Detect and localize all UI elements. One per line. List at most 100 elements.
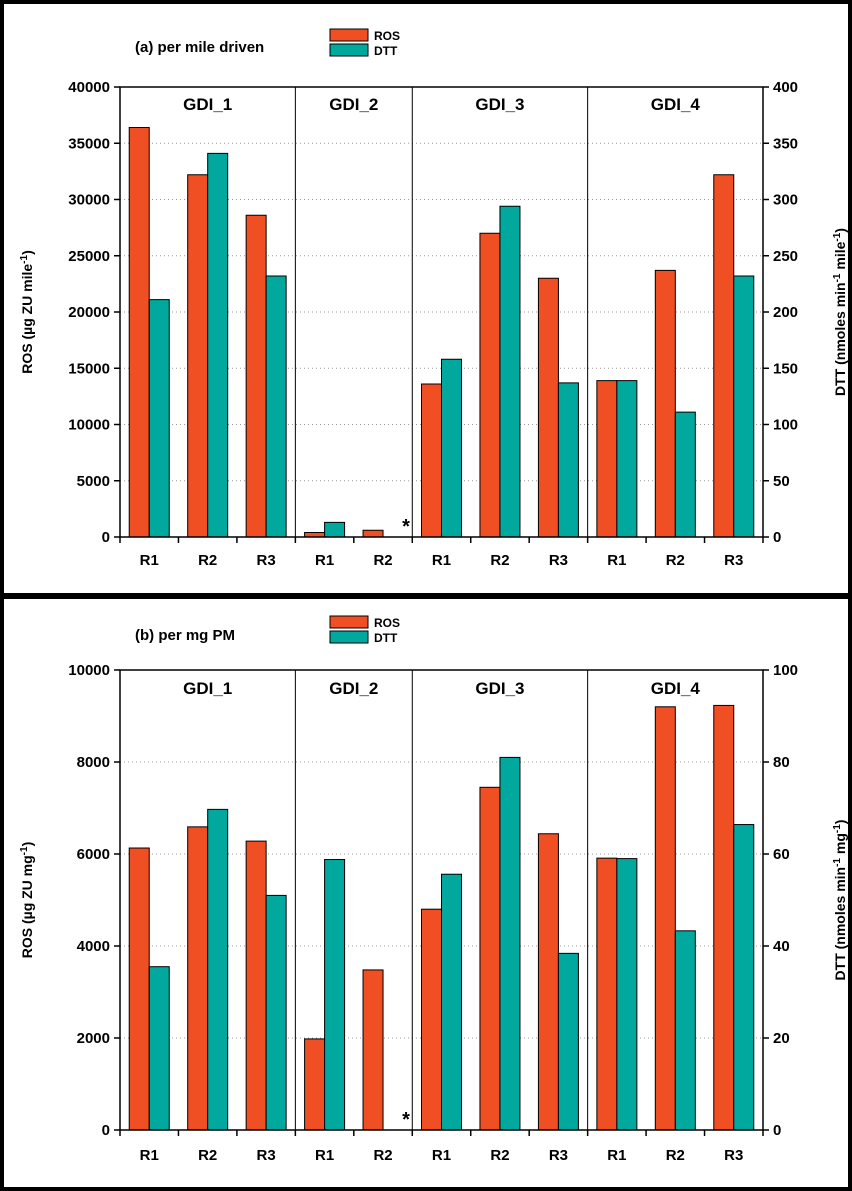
y-tick-label-right: 300 [773, 192, 798, 209]
group-label: GDI_3 [475, 95, 524, 114]
bar-dtt [499, 205, 521, 538]
bar-ros [537, 833, 559, 1131]
group-label: GDI_2 [329, 679, 378, 698]
x-tick-label: R3 [257, 552, 276, 569]
y-tick-label-right: 0 [773, 529, 781, 546]
y-tick-label-left: 6000 [77, 846, 110, 863]
y-tick-label-right: 250 [773, 248, 798, 265]
x-tick-label: R3 [724, 1147, 743, 1164]
bar-ros [654, 269, 676, 538]
legend-swatch-ros [329, 615, 369, 629]
y-tick-label-right: 400 [773, 79, 798, 96]
bar-ros [713, 704, 735, 1131]
bar-dtt [557, 382, 579, 538]
bar-ros [596, 380, 618, 538]
bar-dtt [674, 930, 696, 1131]
group-label: GDI_1 [183, 679, 232, 698]
bar-dtt [441, 358, 462, 538]
group-label: GDI_2 [329, 95, 378, 114]
x-tick-label: R2 [490, 1147, 509, 1164]
y-tick-label-left: 15000 [68, 360, 110, 377]
x-tick-label: R1 [607, 552, 626, 569]
chart-title: (b) per mg PM [135, 627, 235, 644]
y-tick-label-left: 8000 [77, 754, 110, 771]
x-tick-label: R1 [432, 1147, 451, 1164]
y-axis-label-right: DTT (nmoles min-1 mile-1) [832, 228, 849, 396]
y-tick-label-right: 60 [773, 846, 790, 863]
bar-ros [362, 529, 384, 538]
legend-swatch-dtt [329, 630, 369, 644]
bar-ros [713, 174, 735, 538]
bar-ros [245, 840, 267, 1131]
bar-dtt [265, 894, 287, 1131]
bar-dtt [499, 756, 521, 1131]
y-axis-label-right: DTT (nmoles min-1 mg-1) [832, 820, 849, 981]
y-tick-label-right: 80 [773, 754, 790, 771]
x-tick-label: R2 [666, 552, 685, 569]
x-tick-label: R3 [724, 552, 743, 569]
x-tick-label: R2 [373, 552, 392, 569]
bar-dtt [148, 299, 170, 538]
bar-dtt [674, 411, 696, 538]
x-tick-label: R3 [549, 1147, 568, 1164]
bar-ros [128, 127, 150, 538]
x-tick-label: R1 [140, 552, 159, 569]
bar-dtt [733, 824, 755, 1131]
legend-swatch-dtt [329, 43, 369, 57]
y-tick-label-right: 50 [773, 473, 790, 490]
y-tick-label-right: 20 [773, 1030, 790, 1047]
y-tick-label-left: 25000 [68, 248, 110, 265]
y-axis-label-left: ROS (µg ZU mg-1) [19, 842, 36, 959]
y-tick-label-right: 40 [773, 938, 790, 955]
y-tick-label-left: 10000 [68, 662, 110, 679]
y-tick-label-left: 4000 [77, 938, 110, 955]
x-tick-label: R3 [257, 1147, 276, 1164]
y-tick-label-left: 5000 [77, 473, 110, 490]
y-tick-label-left: 35000 [68, 135, 110, 152]
missing-data-marker: * [402, 516, 410, 538]
y-axis-label-left: ROS (µg ZU mile-1) [19, 250, 36, 374]
y-tick-label-left: 0 [102, 1122, 110, 1139]
chart-panel-1: GDI_1 GDI_2 GDI_3 GDI_4*0500010000150002000… [0, 0, 852, 597]
y-tick-label-right: 200 [773, 304, 798, 321]
bar-dtt [733, 275, 755, 538]
plot-area [119, 669, 764, 1131]
bar-ros [245, 214, 267, 538]
x-tick-label: R2 [490, 552, 509, 569]
x-tick-label: R2 [666, 1147, 685, 1164]
bar-ros [187, 174, 209, 538]
y-tick-label-right: 0 [773, 1122, 781, 1139]
group-label: GDI_3 [475, 679, 524, 698]
bar-dtt [441, 873, 462, 1131]
y-tick-label-left: 40000 [68, 79, 110, 96]
bar-dtt [557, 952, 579, 1131]
bar-dtt [265, 275, 287, 538]
x-tick-label: R2 [373, 1147, 392, 1164]
legend-label: DTT [374, 631, 398, 645]
bar-dtt [324, 521, 346, 538]
bar-ros [537, 277, 559, 538]
y-tick-label-left: 10000 [68, 417, 110, 434]
group-label: GDI_1 [183, 95, 232, 114]
legend-swatch-ros [329, 28, 369, 42]
x-tick-label: R2 [198, 552, 217, 569]
y-tick-label-right: 150 [773, 360, 798, 377]
x-tick-label: R1 [315, 552, 334, 569]
bar-ros [362, 969, 384, 1131]
x-tick-label: R1 [607, 1147, 626, 1164]
bar-dtt [324, 859, 346, 1131]
bar-ros [304, 1038, 326, 1131]
bar-dtt [616, 380, 638, 538]
x-tick-label: R1 [315, 1147, 334, 1164]
bar-dtt [148, 966, 170, 1131]
legend-label: DTT [374, 44, 398, 58]
missing-data-marker: * [402, 1109, 410, 1131]
legend-label: ROS [374, 616, 400, 630]
y-tick-label-left: 30000 [68, 192, 110, 209]
legend-label: ROS [374, 29, 400, 43]
y-tick-label-right: 100 [773, 417, 798, 434]
bar-ros [479, 232, 501, 538]
bar-dtt [207, 152, 229, 538]
bar-ros [128, 847, 150, 1131]
bar-ros [479, 786, 501, 1131]
